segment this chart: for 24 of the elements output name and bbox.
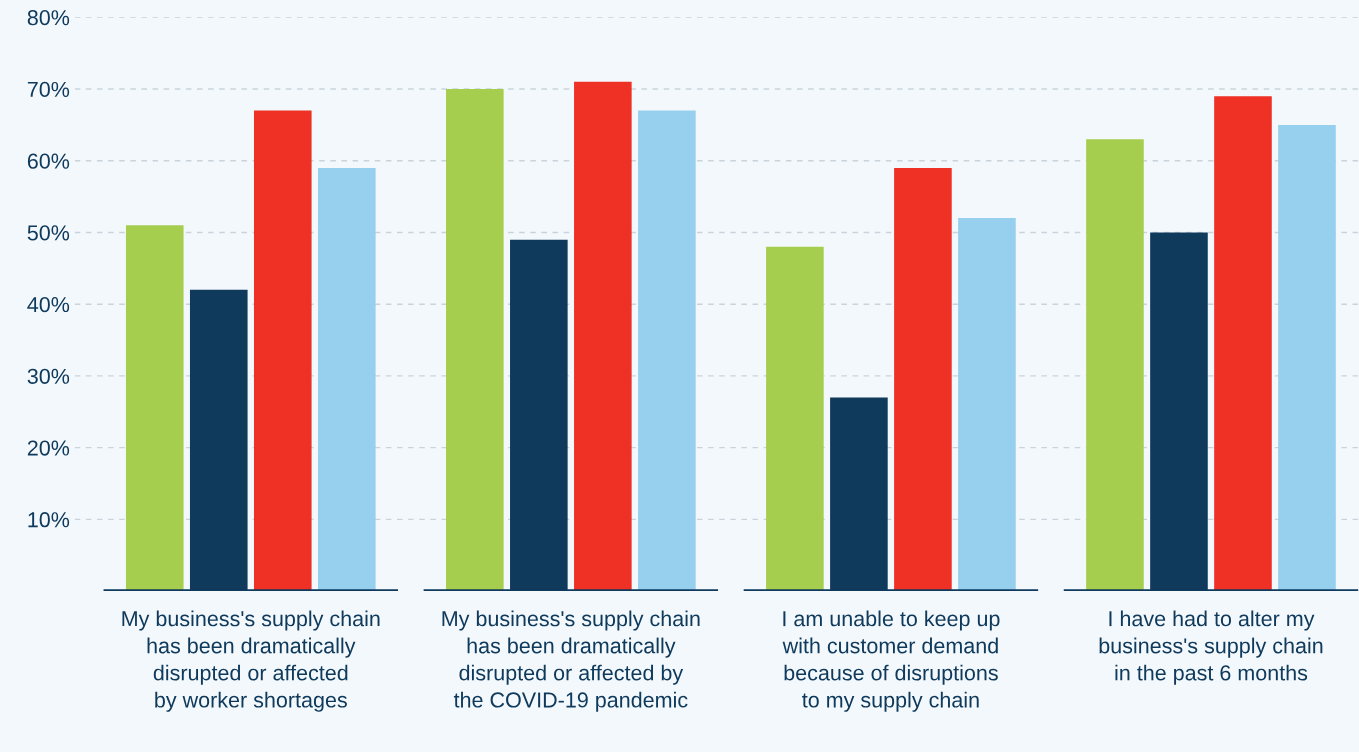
x-tick-label: My business's supply chain has been dramatically disrupted or affected by worker shortages [122,610,380,712]
bar [1278,124,1336,592]
y-tick-label: 80% [27,10,70,26]
x-tick-label: I am unable to keep up with customer demand because of disruptions to my supply chain [782,610,1000,712]
bar [958,218,1016,592]
y-tick-label: 40% [27,296,70,313]
y-tick-label: 30% [27,368,70,384]
bar [574,81,632,592]
x-tick-label: My business's supply chain has been dramatically disrupted or affected by the COVID-19 pandemic [442,610,700,712]
bar [317,167,376,592]
y-tick-label: 20% [27,440,70,456]
bar [253,110,312,592]
bar [894,167,952,592]
bar [125,225,184,592]
bar [766,246,824,592]
y-tick-label: 50% [27,225,70,241]
bar [638,110,696,592]
y-tick-label: 70% [27,81,70,98]
x-tick-label: I have had to alter my business's supply chain in the past 6 months [1099,610,1323,685]
bar [1086,139,1144,592]
y-tick-label: 10% [28,512,70,528]
bar [446,89,504,592]
y-tick-label: 60% [27,153,70,169]
bar [1214,96,1272,592]
